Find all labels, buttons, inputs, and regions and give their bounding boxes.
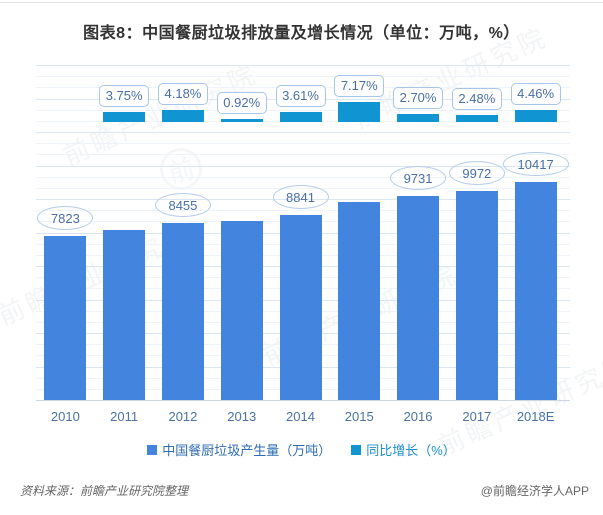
bar-value-label: 9972	[448, 161, 505, 186]
main-bar	[279, 214, 322, 400]
growth-value-label: 3.61%	[275, 84, 326, 107]
x-tick-label: 2015	[344, 409, 374, 424]
legend-item-growth[interactable]: 同比增长（%）	[351, 440, 456, 459]
main-bar	[338, 201, 381, 400]
main-bar	[397, 196, 440, 400]
x-tick-label: 2010	[50, 409, 80, 424]
bar-value-label: 7823	[37, 206, 94, 231]
top-divider	[0, 2, 603, 3]
x-tick-label: 2013	[227, 409, 257, 424]
growth-value-label: 2.48%	[451, 88, 502, 111]
x-tick-label: 2017	[462, 409, 492, 424]
credit-text: @前瞻经济学人APP	[480, 484, 589, 498]
x-tick-label: 2018E	[516, 409, 555, 424]
main-bar	[514, 182, 557, 400]
gridline	[36, 154, 570, 156]
legend-label-production: 中国餐厨垃圾产生量（万吨）	[162, 443, 332, 458]
bar-value-label: 9731	[390, 166, 447, 191]
growth-bar	[220, 119, 263, 122]
growth-bar	[103, 111, 146, 122]
gridline	[36, 132, 570, 133]
gridline	[36, 165, 570, 167]
growth-value-label: 3.75%	[99, 84, 150, 107]
gridline	[36, 176, 570, 178]
main-bar	[455, 191, 498, 400]
bar-value-label: 10417	[502, 152, 569, 176]
growth-bar	[514, 109, 557, 122]
x-tick-label: 2014	[286, 409, 315, 424]
gridline	[36, 109, 570, 111]
growth-value-label: 7.17%	[334, 74, 385, 97]
main-bar	[220, 221, 263, 400]
legend-label-growth: 同比增长（%）	[366, 443, 456, 458]
gridline	[36, 65, 570, 66]
growth-bar	[279, 111, 322, 122]
x-tick-label: 2012	[168, 409, 198, 424]
x-axis-line	[36, 400, 570, 401]
growth-bar	[338, 101, 381, 122]
main-bar	[44, 236, 87, 400]
footer: 资料来源：前瞻产业研究院整理 @前瞻经济学人APP	[0, 482, 603, 499]
x-tick-label: 2011	[110, 409, 139, 424]
main-bar	[161, 223, 204, 400]
bar-value-label: 8841	[272, 184, 329, 209]
gridline	[36, 143, 570, 145]
legend: 中国餐厨垃圾产生量（万吨） 同比增长（%）	[0, 440, 603, 459]
source-text: 资料来源：前瞻产业研究院整理	[20, 484, 189, 498]
legend-swatch-production-icon	[147, 444, 158, 455]
main-bar	[103, 230, 146, 400]
growth-value-label: 4.18%	[157, 83, 208, 106]
growth-bar	[397, 114, 440, 122]
growth-value-label: 2.70%	[393, 87, 444, 110]
chart-title: 图表8：中国餐厨垃圾排放量及增长情况（单位：万吨，%）	[83, 25, 520, 42]
legend-swatch-growth-icon	[351, 444, 362, 455]
growth-bar	[455, 115, 498, 122]
bar-value-label: 8455	[154, 193, 211, 218]
gridline	[36, 210, 570, 212]
growth-value-label: 0.92%	[216, 92, 267, 115]
gridline	[36, 76, 570, 78]
x-tick-label: 2016	[403, 409, 433, 424]
growth-bar	[161, 110, 204, 122]
legend-item-production[interactable]: 中国餐厨垃圾产生量（万吨）	[147, 440, 331, 459]
growth-value-label: 4.46%	[510, 82, 561, 105]
